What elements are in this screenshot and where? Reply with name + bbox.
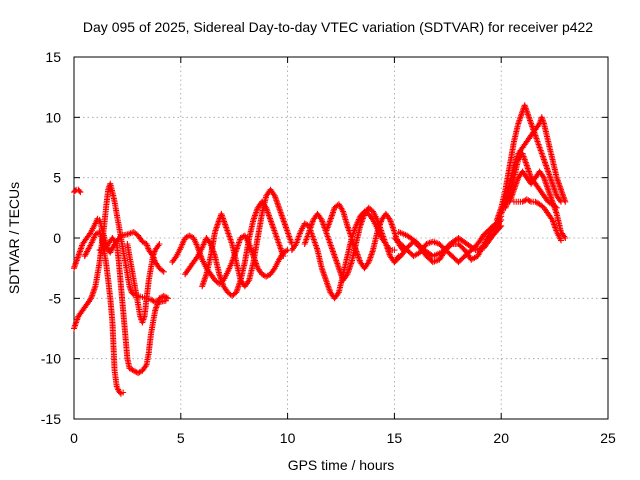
series-track-04: [96, 235, 171, 377]
x-tick-label: 5: [177, 430, 185, 446]
series-track-06: [71, 186, 84, 196]
y-axis-label: SDTVAR / TECUs: [6, 182, 22, 294]
axis-ticks: [73, 56, 609, 420]
series-track-08: [182, 198, 287, 299]
x-tick-label: 0: [70, 430, 78, 446]
y-tick-label: 0: [53, 230, 61, 246]
data-marker-path: [182, 198, 287, 299]
series-track-19: [506, 168, 569, 241]
series-track-02: [71, 180, 169, 332]
data-marker-path: [124, 241, 163, 326]
data-marker-path: [96, 235, 171, 377]
data-marker-path: [506, 168, 569, 241]
x-tick-label: 15: [387, 430, 403, 446]
chart-title: Day 095 of 2025, Sidereal Day-to-day VTE…: [83, 19, 593, 35]
y-tick-label: 10: [45, 109, 61, 125]
data-marker-path: [323, 201, 406, 272]
series-track-09: [199, 186, 295, 290]
series-track-20: [511, 196, 564, 244]
series-track-17: [498, 114, 569, 217]
x-tick-label: 10: [280, 430, 296, 446]
data-points: [71, 102, 569, 397]
x-tick-labels: 0 5 10 15 20 25: [70, 430, 616, 446]
series-track-12: [323, 201, 406, 272]
x-tick-label: 25: [600, 430, 616, 446]
data-marker-path: [199, 186, 295, 290]
x-tick-label: 20: [493, 430, 509, 446]
y-tick-label: -15: [41, 411, 61, 427]
y-tick-label: -10: [41, 351, 61, 367]
data-marker-path: [71, 186, 84, 196]
data-marker-path: [395, 222, 505, 260]
y-tick-label: 15: [45, 49, 61, 65]
y-tick-label: 5: [53, 170, 61, 186]
series-track-05: [124, 241, 163, 326]
data-marker-path: [511, 196, 564, 244]
series-track-15: [395, 222, 505, 260]
x-axis-label: GPS time / hours: [288, 457, 395, 473]
data-marker-path: [498, 114, 569, 217]
y-tick-labels: 15 10 5 0 -5 -10 -15: [41, 49, 61, 427]
y-tick-label: -5: [49, 290, 62, 306]
data-marker-path: [71, 180, 169, 332]
